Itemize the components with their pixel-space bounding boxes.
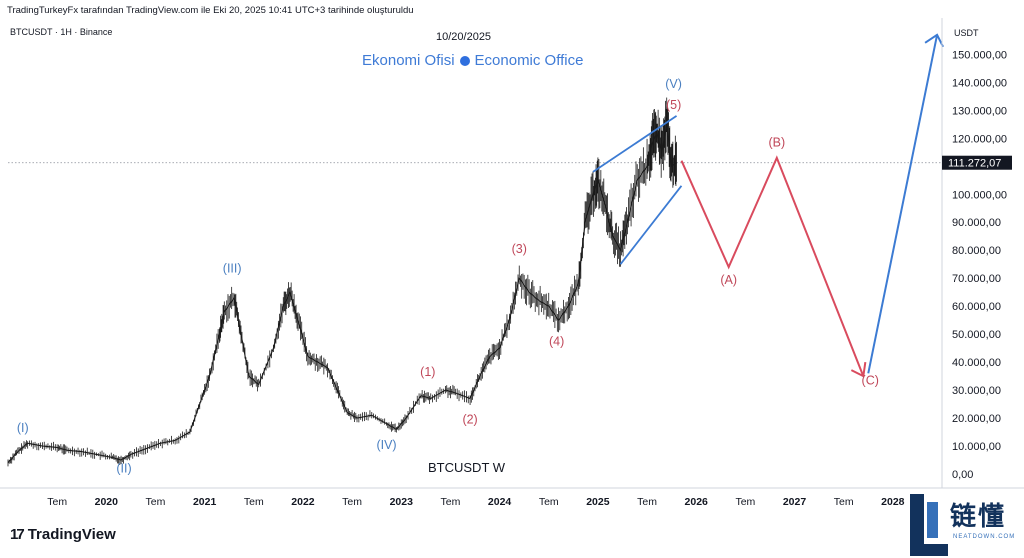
wedge-line [592, 115, 678, 173]
x-tick-label: 2026 [685, 496, 709, 508]
wave-label: (III) [223, 262, 242, 276]
wave-label: (4) [549, 334, 564, 348]
x-tick-label: Tem [342, 496, 362, 508]
y-tick-label: 60.000,00 [952, 301, 1001, 313]
chart-symbol-label: BTCUSDT W [428, 460, 506, 475]
x-tick-label: 2025 [586, 496, 610, 508]
x-tick-label: 2027 [783, 496, 807, 508]
wedge-line [619, 185, 683, 265]
wave-label: (1) [420, 365, 435, 379]
chart-axes: USDT 150.000,00 140.000,00 130.000,00 120.00… [0, 18, 1024, 508]
wave-labels: (I) (II) (III) (IV) (V) (1) (2) (3) (4) (5) (A) (B)… [17, 77, 879, 476]
wave-label: (I) [17, 421, 29, 435]
y-tick-label: 40.000,00 [952, 357, 1001, 369]
y-tick-label: 10.000,00 [952, 441, 1001, 453]
x-tick-label: 2021 [193, 496, 217, 508]
y-axis-title: USDT [954, 28, 979, 38]
chart-attribution: TradingTurkeyFx tarafından TradingView.c… [7, 5, 414, 16]
wave-label: (II) [116, 462, 131, 476]
x-tick-label: 2022 [291, 496, 315, 508]
x-tick-label: Tem [735, 496, 755, 508]
price-line [7, 124, 677, 464]
wave-label: (C) [862, 373, 879, 387]
arrowhead-red-icon [850, 361, 867, 378]
site-brand: 链懂 NEATDOWN.COM [906, 490, 1024, 558]
y-tick-label: 30.000,00 [952, 385, 1001, 397]
current-price-label: 111.272,07 [948, 158, 1001, 170]
y-tick-label: 80.000,00 [952, 245, 1001, 257]
tradingview-logo-text: TradingView [27, 526, 116, 543]
y-tick-label: 0,00 [952, 469, 973, 481]
chart-overlays [592, 33, 944, 378]
y-tick-label: 90.000,00 [952, 217, 1001, 229]
x-tick-label: 2020 [95, 496, 119, 508]
site-logo-icon [910, 494, 948, 556]
y-tick-label: 50.000,00 [952, 329, 1001, 341]
wave-label: (IV) [376, 438, 396, 452]
wave-label: (V) [665, 77, 682, 91]
x-tick-label: Tem [47, 496, 67, 508]
x-tick-label: 2024 [488, 496, 512, 508]
date-label: 10/20/2025 [436, 31, 492, 43]
watermark: Ekonomi Ofisi Economic Office [362, 52, 583, 69]
tradingview-logo[interactable]: 17 TradingView [10, 526, 116, 543]
arrowhead-blue-icon [924, 33, 944, 48]
wave-label: (2) [462, 413, 477, 427]
symbol-label: BTCUSDT · 1H · Binance [10, 27, 113, 37]
x-tick-label: Tem [637, 496, 657, 508]
wave-label: (5) [666, 98, 681, 112]
current-price-badge [942, 155, 1012, 170]
y-tick-label: 140.000,00 [952, 77, 1007, 89]
watermark-right: Economic Office [474, 52, 584, 69]
watermark-dot-icon [459, 55, 470, 66]
x-tick-label: Tem [440, 496, 460, 508]
y-tick-label: 20.000,00 [952, 413, 1001, 425]
x-tick-label: Tem [539, 496, 559, 508]
y-tick-label: 150.000,00 [952, 49, 1007, 61]
y-tick-label: 130.000,00 [952, 105, 1007, 117]
site-subtitle: NEATDOWN.COM [953, 534, 1016, 540]
wave-label: (B) [768, 136, 785, 150]
site-name: 链懂 [950, 501, 1007, 531]
projection-up-line [867, 34, 939, 374]
watermark-left: Ekonomi Ofisi [362, 52, 455, 69]
wave-label: (A) [720, 273, 737, 287]
x-tick-label: 2023 [390, 496, 414, 508]
wave-label: (3) [512, 242, 527, 256]
y-tick-label: 100.000,00 [952, 189, 1007, 201]
projection-abc-line [680, 155, 865, 377]
price-series [7, 97, 677, 467]
y-tick-label: 120.000,00 [952, 133, 1007, 145]
x-tick-label: Tem [244, 496, 264, 508]
tradingview-mark-icon: 17 [10, 526, 25, 543]
y-tick-label: 70.000,00 [952, 273, 1001, 285]
x-tick-label: Tem [834, 496, 854, 508]
x-tick-label: 2028 [881, 496, 905, 508]
x-tick-label: Tem [146, 496, 166, 508]
